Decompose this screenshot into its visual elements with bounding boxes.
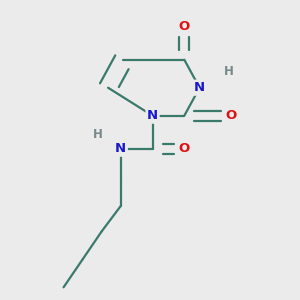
Text: O: O: [179, 142, 190, 155]
Text: H: H: [93, 128, 103, 141]
Text: O: O: [179, 20, 190, 33]
Text: N: N: [194, 81, 205, 94]
Text: H: H: [224, 65, 234, 78]
Text: N: N: [115, 142, 126, 155]
Text: N: N: [147, 109, 158, 122]
Text: O: O: [226, 109, 237, 122]
